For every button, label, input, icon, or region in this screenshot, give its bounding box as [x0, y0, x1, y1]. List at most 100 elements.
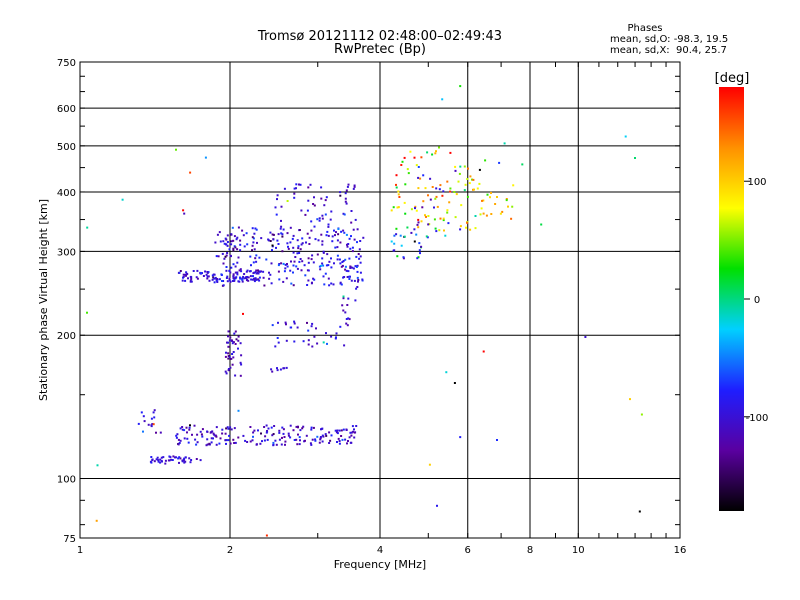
data-point: [230, 255, 232, 258]
data-point: [280, 443, 283, 446]
data-point: [283, 436, 286, 438]
data-point: [434, 152, 437, 155]
data-point: [206, 271, 209, 273]
data-point: [228, 269, 231, 272]
data-point: [435, 195, 438, 198]
data-point: [281, 235, 284, 238]
data-point: [321, 257, 324, 260]
data-point: [286, 265, 289, 268]
data-point: [413, 240, 416, 243]
data-point: [232, 438, 235, 441]
data-point: [235, 238, 238, 241]
data-point: [230, 233, 233, 236]
data-point: [339, 191, 342, 194]
data-point: [152, 411, 155, 414]
data-point: [339, 262, 342, 265]
data-point: [344, 258, 347, 261]
data-point: [310, 443, 313, 446]
data-point: [190, 276, 193, 279]
data-point: [195, 443, 198, 446]
data-point: [277, 321, 279, 324]
y-axis-ticks: 75 100 200 300 400 500 600 750: [57, 58, 680, 545]
data-point: [302, 340, 305, 343]
data-point: [293, 192, 296, 195]
data-point: [186, 437, 189, 440]
data-point: [324, 433, 327, 436]
data-point: [231, 342, 234, 345]
data-point: [251, 278, 254, 281]
data-point: [230, 428, 233, 431]
data-point: [226, 280, 229, 283]
data-point: [336, 246, 339, 249]
data-point: [356, 270, 359, 273]
data-point: [343, 231, 346, 234]
data-point: [225, 372, 228, 375]
data-point: [175, 434, 178, 437]
data-point: [338, 258, 341, 261]
data-point: [181, 426, 184, 428]
data-point: [227, 355, 230, 357]
data-point: [293, 322, 296, 325]
data-point: [226, 426, 229, 429]
data-point: [276, 198, 278, 201]
data-point: [425, 215, 427, 218]
phases-legend-o: mean, sd,O: -98.3, 19.5: [610, 34, 728, 45]
data-point: [142, 415, 145, 418]
data-point: [321, 243, 324, 246]
data-point: [341, 261, 344, 263]
data-point: [328, 260, 331, 263]
data-points: [86, 85, 643, 537]
data-point: [230, 240, 233, 243]
data-point: [239, 276, 241, 279]
data-point: [269, 240, 272, 242]
data-point: [354, 299, 357, 302]
data-point: [359, 255, 362, 258]
data-point: [86, 311, 88, 314]
data-point: [188, 426, 191, 429]
data-point: [335, 431, 338, 434]
data-point: [214, 241, 217, 244]
data-point: [241, 278, 244, 281]
data-point: [299, 439, 301, 442]
data-point: [320, 197, 323, 200]
data-point: [276, 194, 279, 197]
data-point: [275, 213, 278, 216]
data-point: [441, 98, 444, 101]
data-point: [446, 209, 449, 212]
data-point: [232, 273, 235, 276]
data-point: [395, 174, 398, 177]
data-point: [310, 428, 313, 431]
y-tick-label: 300: [57, 247, 76, 258]
data-point: [350, 221, 353, 224]
data-point: [476, 187, 479, 190]
data-point: [298, 443, 301, 446]
data-point: [252, 431, 255, 434]
data-point: [182, 459, 185, 462]
data-point: [265, 424, 268, 427]
data-point: [236, 273, 239, 276]
data-point: [183, 461, 186, 464]
data-point: [182, 275, 185, 278]
data-point: [307, 269, 310, 272]
data-point: [319, 268, 322, 271]
data-point: [316, 218, 319, 221]
data-point: [444, 234, 447, 237]
data-point: [331, 235, 334, 238]
data-point: [218, 231, 221, 234]
data-point: [190, 280, 193, 283]
data-point: [345, 428, 348, 431]
data-point: [325, 332, 327, 335]
data-point: [252, 272, 255, 275]
data-point: [343, 344, 346, 347]
data-point: [222, 262, 225, 265]
data-point: [301, 237, 304, 240]
data-point: [306, 209, 309, 212]
data-point: [234, 330, 237, 333]
data-point: [225, 427, 228, 430]
data-point: [233, 235, 236, 238]
data-point: [249, 275, 252, 278]
data-point: [344, 311, 347, 314]
data-point: [153, 409, 156, 412]
data-point: [415, 233, 418, 236]
data-point: [350, 235, 352, 238]
